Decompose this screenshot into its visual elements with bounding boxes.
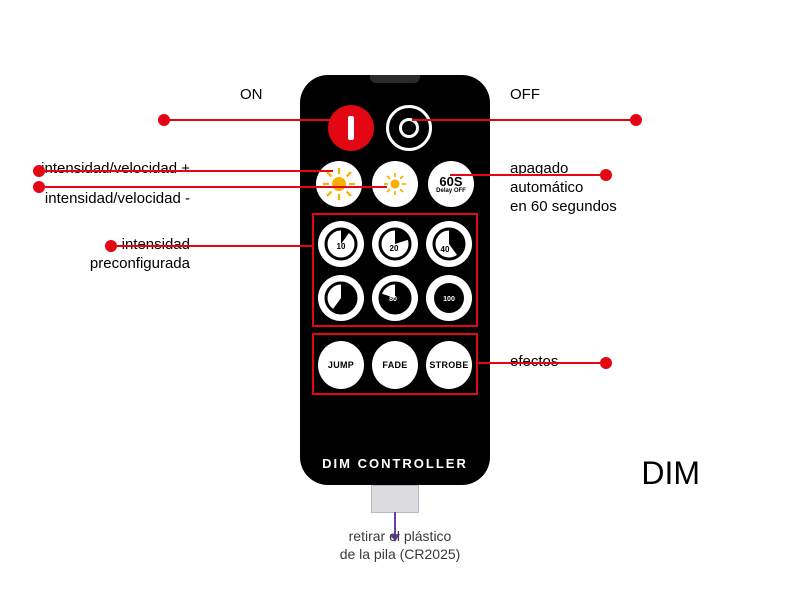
svg-text:40: 40: [441, 245, 450, 254]
line-auto-off: [450, 174, 600, 176]
preset-row-1: 10 20 40: [318, 221, 472, 267]
effect-strobe-label: STROBE: [429, 360, 468, 370]
ir-window: [370, 75, 420, 83]
dot-auto-off: [600, 169, 612, 181]
remote-body: 60S Delay OFF 10 20 40 60 80 100: [300, 75, 490, 485]
off-button[interactable]: [386, 105, 432, 151]
delay-off-top: 60S: [439, 174, 462, 189]
row-intensity: 60S Delay OFF: [300, 161, 490, 207]
preset-40-icon: 40: [430, 225, 468, 263]
effects-row: JUMP FADE STROBE: [318, 341, 472, 389]
label-auto-off: apagado automático en 60 segundos: [510, 160, 617, 216]
svg-text:10: 10: [337, 242, 346, 251]
label-off: OFF: [510, 86, 540, 105]
preset-80-icon: 80: [376, 279, 414, 317]
effect-strobe-button[interactable]: STROBE: [426, 341, 472, 389]
line-effects: [478, 362, 600, 364]
off-icon: [399, 118, 419, 138]
on-icon: [348, 116, 354, 140]
remote-label: DIM CONTROLLER: [300, 456, 490, 471]
on-button[interactable]: [328, 105, 374, 151]
preset-60-icon: 60: [322, 279, 360, 317]
effects-group: JUMP FADE STROBE: [312, 333, 478, 395]
svg-text:60: 60: [331, 296, 339, 303]
row-power: [300, 105, 490, 151]
line-off: [412, 119, 630, 121]
intensity-down-button[interactable]: [372, 161, 418, 207]
dot-off: [630, 114, 642, 126]
preset-row-2: 60 80 100: [318, 275, 472, 321]
preset-10-button[interactable]: 10: [318, 221, 364, 267]
dot-intensity-down: [33, 181, 45, 193]
preset-group: 10 20 40 60 80 100: [312, 213, 478, 327]
effect-fade-button[interactable]: FADE: [372, 341, 418, 389]
line-preset: [117, 245, 314, 247]
svg-text:20: 20: [390, 244, 399, 253]
label-preset: intensidad preconfigurada: [90, 236, 190, 274]
delay-off-button[interactable]: 60S Delay OFF: [428, 161, 474, 207]
battery-tab: [371, 485, 419, 513]
preset-20-icon: 20: [376, 225, 414, 263]
svg-text:100: 100: [443, 296, 455, 303]
effect-jump-label: JUMP: [328, 360, 354, 370]
dot-intensity-up: [33, 165, 45, 177]
intensity-up-button[interactable]: [316, 161, 362, 207]
label-on: ON: [240, 86, 263, 105]
svg-text:80: 80: [389, 296, 397, 303]
preset-60-button[interactable]: 60: [318, 275, 364, 321]
preset-100-button[interactable]: 100: [426, 275, 472, 321]
dot-preset: [105, 240, 117, 252]
line-intensity-down: [45, 186, 387, 188]
preset-100-icon: 100: [430, 279, 468, 317]
preset-20-button[interactable]: 20: [372, 221, 418, 267]
dot-on: [158, 114, 170, 126]
sun-small-icon: [382, 171, 408, 197]
line-on: [170, 119, 338, 121]
delay-off-sub: Delay OFF: [436, 188, 466, 194]
battery-caption: retirar el plástico de la pila (CR2025): [0, 527, 800, 563]
dot-effects: [600, 357, 612, 369]
label-intensity-down: intensidad/velocidad -: [45, 190, 190, 209]
effect-jump-button[interactable]: JUMP: [318, 341, 364, 389]
effect-fade-label: FADE: [382, 360, 407, 370]
sun-big-icon: [322, 167, 356, 201]
line-intensity-up: [45, 170, 333, 172]
preset-80-button[interactable]: 80: [372, 275, 418, 321]
preset-40-button[interactable]: 40: [426, 221, 472, 267]
preset-10-icon: 10: [322, 225, 360, 263]
product-name: DIM: [641, 455, 700, 492]
